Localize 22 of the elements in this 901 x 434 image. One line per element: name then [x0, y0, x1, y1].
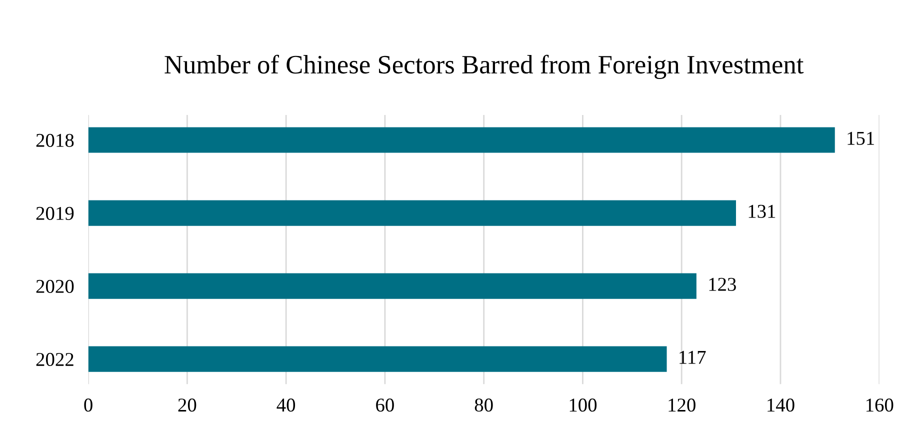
x-tick-label: 20	[178, 398, 196, 412]
y-tick-label: 2019	[36, 206, 74, 220]
chart-title: Number of Chinese Sectors Barred from Foreign Investment	[164, 54, 804, 80]
data-label: 131	[748, 204, 776, 218]
x-tick-label: 80	[474, 398, 493, 412]
x-tick-label: 100	[570, 398, 597, 412]
bar	[88, 346, 667, 372]
x-tick-label: 160	[866, 398, 894, 412]
x-tick-label: 140	[768, 398, 794, 412]
data-label: 123	[709, 278, 736, 291]
data-label: 117	[680, 350, 706, 364]
bar	[88, 273, 696, 299]
data-label: 151	[848, 132, 874, 145]
y-tick-label: 2020	[36, 280, 74, 293]
x-tick-label: 40	[276, 398, 296, 412]
x-tick-label: 120	[668, 398, 696, 412]
y-tick-label: 2022	[36, 352, 74, 366]
x-tick-label: 0	[84, 398, 92, 412]
bar	[88, 200, 736, 226]
y-tick-label: 2018	[36, 134, 74, 147]
x-tick-label: 60	[376, 398, 394, 412]
bar	[88, 127, 835, 153]
